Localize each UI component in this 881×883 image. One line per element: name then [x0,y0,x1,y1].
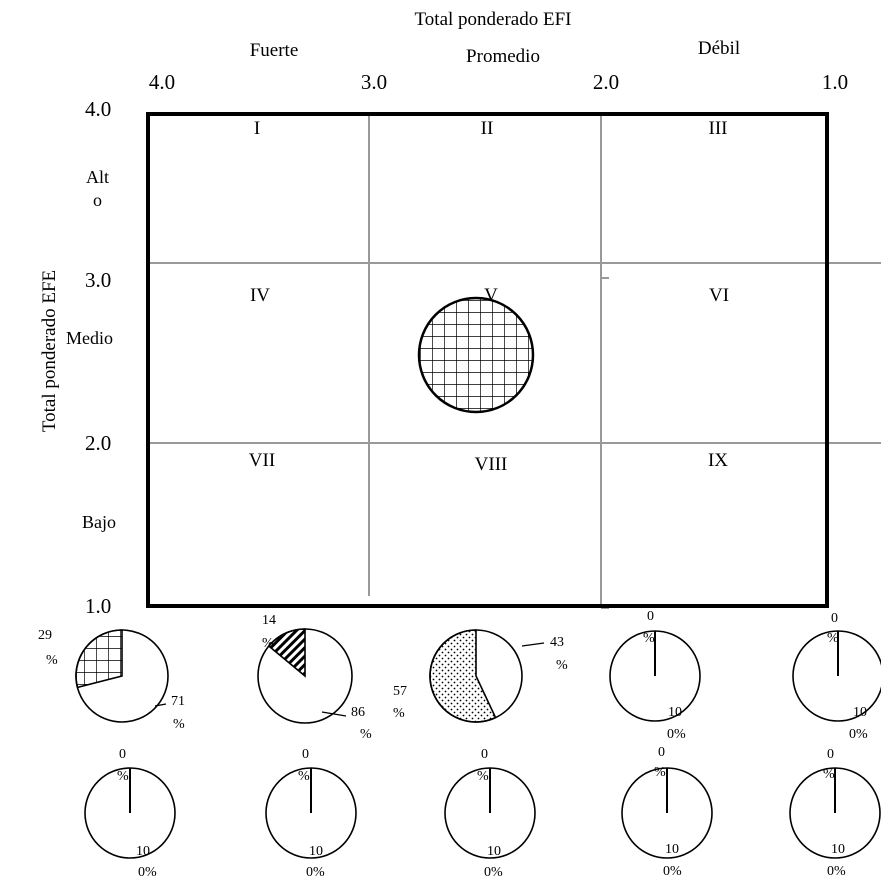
pie4-label-b: 10 [668,705,682,720]
leader-line-1 [154,703,167,707]
row-header-bajo: Bajo [82,512,116,532]
pie4-label-b2: 0% [667,727,686,742]
pie10-label-a: 0 [827,747,834,762]
pie-row2-3 [444,767,536,859]
top-title: Total ponderado EFI [414,9,572,30]
pie-row1-3 [429,629,523,723]
quadrant-IX: IX [707,450,729,471]
row-header-alto-line1: Alt [86,167,110,187]
x-tick-3: 3.0 [360,70,388,94]
pie-row2-5 [789,767,881,859]
pie2-label-b2: % [360,727,372,742]
quadrant-II: II [480,118,494,139]
pie10-label-a2: % [823,767,835,782]
pie1-label-b2: % [173,717,185,732]
pie7-label-a: 0 [302,747,309,762]
pie3-label-a2: % [393,706,405,721]
pie-slice [75,629,123,689]
pie8-label-b: 10 [487,844,501,859]
col-header-debil: Débil [697,38,741,59]
pie3-label-b2: % [556,658,568,673]
pie5-label-a2: % [827,631,839,646]
y-tick-4: 4.0 [85,97,112,121]
pie2-label-a2: % [262,636,274,651]
row-header-alto-line2: o [93,190,102,210]
pie6-label-a: 0 [119,747,126,762]
pie9-label-a: 0 [658,745,665,760]
pie6-label-b2: 0% [138,865,157,880]
pie6-label-b: 10 [136,844,150,859]
pie8-label-a: 0 [481,747,488,762]
pie-row2-4 [621,767,713,859]
pie3-label-a: 57 [393,684,407,699]
pie7-label-b2: 0% [306,865,325,880]
pie9-label-b: 10 [665,842,679,857]
pie4-label-a: 0 [647,609,654,624]
position-circle [417,296,535,414]
pie2-label-a: 14 [262,613,276,628]
y-tick-2: 2.0 [85,431,112,455]
x-tick-2: 2.0 [592,70,620,94]
pie1-label-a: 29 [38,628,52,643]
pie4-label-a2: % [643,631,655,646]
pie3-label-b: 43 [550,635,564,650]
pie-row1-1 [75,629,169,723]
pie-slice [267,628,306,678]
pie7-label-b: 10 [309,844,323,859]
y-tick-3: 3.0 [85,268,112,292]
pie8-label-a2: % [477,769,489,784]
y-tick-1: 1.0 [85,594,112,618]
x-tick-4: 4.0 [148,70,176,94]
pie-row2-1 [84,767,176,859]
pie1-label-a2: % [46,653,58,668]
pie-slice [429,629,497,723]
pie5-label-b2: 0% [849,727,868,742]
x-tick-1: 1.0 [821,70,849,94]
pie-row1-2 [257,628,353,724]
pie-row2-2 [265,767,357,859]
quadrant-VII: VII [248,450,276,471]
pie10-label-b: 10 [831,842,845,857]
quadrant-VIII: VIII [474,454,508,475]
quadrant-IV: IV [249,285,271,306]
quadrant-III: III [708,118,728,139]
col-header-fuerte: Fuerte [249,40,299,61]
leader-line-3 [521,642,545,647]
pie9-label-b2: 0% [663,864,682,879]
quadrant-V: V [484,285,498,306]
pie7-label-a2: % [298,769,310,784]
pie2-label-b: 86 [351,705,365,720]
row-header-medio: Medio [66,328,113,348]
col-header-promedio: Promedio [466,46,540,67]
leader-line-2 [321,711,347,717]
pie5-label-a: 0 [831,611,838,626]
matrix-border [146,112,829,608]
pie-row1-5 [792,630,881,722]
pie1-label-b: 71 [171,694,185,709]
pie6-label-a2: % [117,769,129,784]
pie5-label-b: 10 [853,705,867,720]
pie-row1-4 [609,630,701,722]
quadrant-I: I [253,118,261,139]
quadrant-VI: VI [708,285,730,306]
pie8-label-b2: 0% [484,865,503,880]
pie9-label-a2: % [654,765,666,780]
pie10-label-b2: 0% [827,864,846,879]
